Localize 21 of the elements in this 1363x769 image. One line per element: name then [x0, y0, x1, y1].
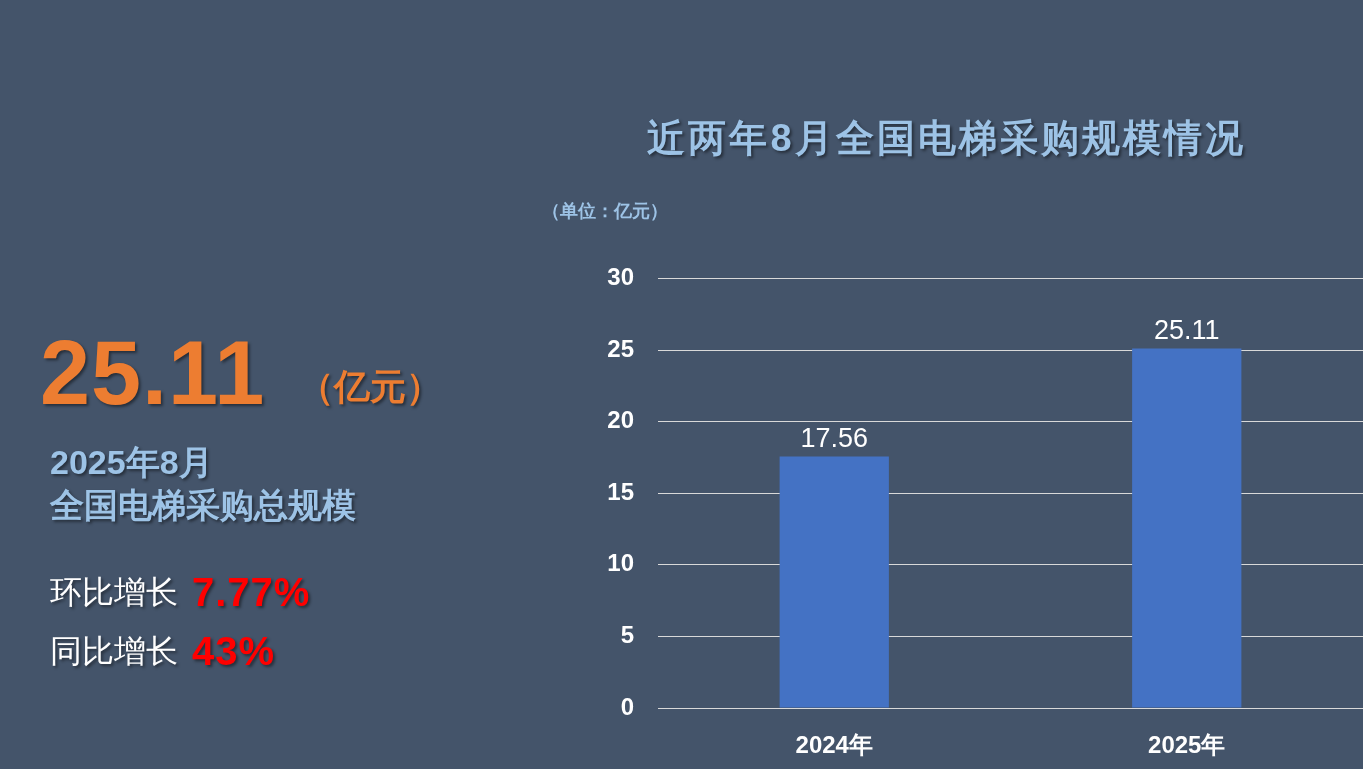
- x-tick-label: 2024年: [795, 731, 873, 759]
- x-tick-label: 2025年: [1148, 731, 1226, 759]
- y-tick-label: 0: [620, 692, 634, 720]
- y-tick-label: 5: [620, 621, 634, 649]
- text: 环比增长: [50, 574, 178, 610]
- text: 7.77%: [192, 570, 311, 614]
- text: 2025年8月: [50, 443, 213, 481]
- text: 同比增长: [50, 633, 178, 669]
- y-tick-label: 20: [607, 406, 634, 434]
- y-axis-title: （单位：亿元）: [542, 201, 668, 221]
- text: 43%: [192, 629, 276, 673]
- y-tick-label: 30: [607, 263, 634, 291]
- text: 全国电梯采购总规模: [50, 486, 356, 524]
- y-tick-label: 15: [607, 477, 634, 505]
- text: 25.11: [40, 323, 266, 423]
- chart-title: 近两年8月全国电梯采购规模情况: [646, 117, 1247, 159]
- y-tick-label: 25: [607, 334, 634, 362]
- data-label: 25.11: [1153, 315, 1220, 346]
- text: （亿元）: [298, 366, 442, 407]
- y-tick-label: 10: [607, 549, 634, 577]
- data-label: 17.56: [800, 423, 869, 454]
